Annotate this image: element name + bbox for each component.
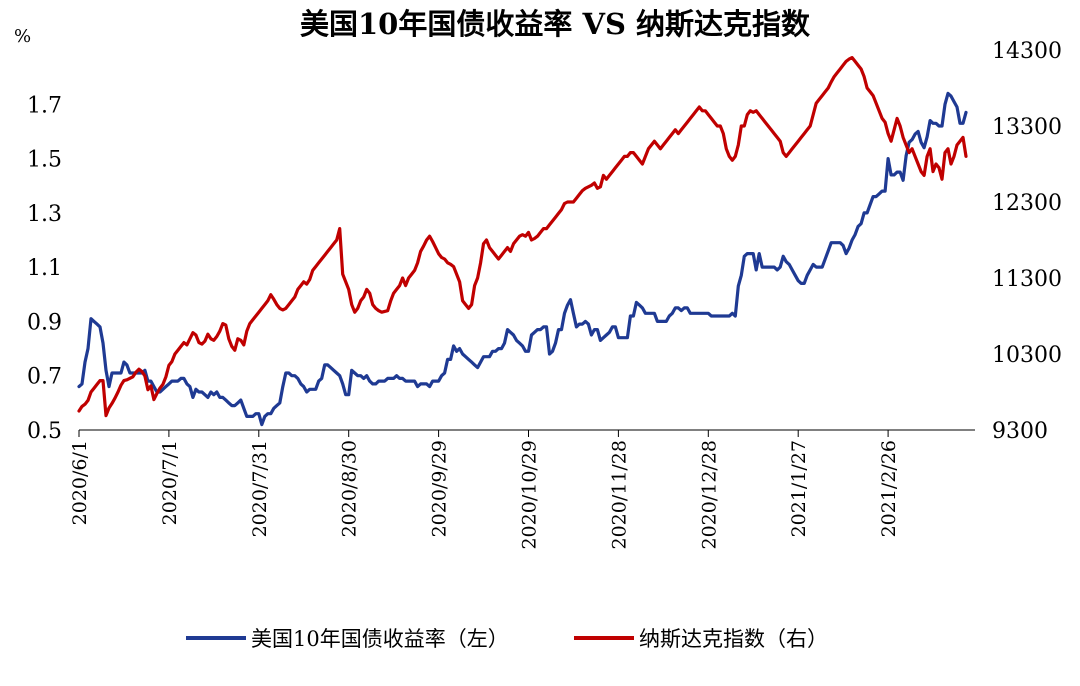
legend-item-nasdaq: 纳斯达克指数（右） bbox=[574, 627, 828, 651]
right-axis-ticks: 9300 10300 11300 12300 13300 14300 bbox=[992, 39, 1062, 444]
x-tick-label-4: 2020/9/29 bbox=[429, 440, 451, 537]
chart-title: 美国10年国债收益率 VS 纳斯达克指数 bbox=[300, 7, 811, 41]
left-tick-label-1.3: 1.3 bbox=[27, 202, 62, 227]
left-tick-label-0.9: 0.9 bbox=[27, 310, 62, 335]
x-tick-label-7: 2020/12/28 bbox=[698, 440, 720, 550]
right-tick-label-10300: 10300 bbox=[992, 343, 1062, 368]
left-tick-label-0.5: 0.5 bbox=[27, 419, 62, 444]
x-axis-ticks: 2020/6/1 2020/7/1 2020/7/31 2020/8/30 2020/9… bbox=[69, 430, 900, 550]
right-tick-label-14300: 14300 bbox=[992, 39, 1062, 64]
left-tick-label-1.1: 1.1 bbox=[27, 256, 62, 281]
x-tick-label-6: 2020/11/28 bbox=[608, 440, 630, 550]
left-tick-label-0.7: 0.7 bbox=[27, 365, 62, 390]
x-tick-label-9: 2021/2/26 bbox=[878, 440, 900, 537]
left-axis-ticks: 0.5 0.7 0.9 1.1 1.3 1.5 1.7 bbox=[27, 93, 62, 444]
x-tick-label-8: 2021/1/27 bbox=[788, 440, 810, 537]
x-tick-label-2: 2020/7/31 bbox=[249, 440, 271, 537]
left-tick-label-1.7: 1.7 bbox=[27, 93, 62, 118]
x-tick-label-0: 2020/6/1 bbox=[69, 440, 91, 525]
left-axis-unit: % bbox=[14, 26, 31, 47]
x-tick-label-1: 2020/7/1 bbox=[159, 440, 181, 525]
series-layer bbox=[77, 56, 968, 427]
legend: 美国10年国债收益率（左） 纳斯达克指数（右） bbox=[186, 627, 828, 651]
right-tick-label-9300: 9300 bbox=[992, 419, 1048, 444]
legend-label-yield: 美国10年国债收益率（左） bbox=[251, 627, 509, 651]
legend-item-yield: 美国10年国债收益率（左） bbox=[186, 627, 509, 651]
legend-label-nasdaq: 纳斯达克指数（右） bbox=[639, 627, 828, 651]
x-tick-label-5: 2020/10/29 bbox=[518, 440, 540, 550]
right-tick-label-12300: 12300 bbox=[992, 191, 1062, 216]
right-tick-label-11300: 11300 bbox=[992, 267, 1062, 292]
series-line-yield bbox=[77, 91, 968, 427]
series-line-nasdaq bbox=[77, 56, 968, 418]
left-tick-label-1.5: 1.5 bbox=[27, 148, 62, 173]
right-tick-label-13300: 13300 bbox=[992, 115, 1062, 140]
x-tick-label-3: 2020/8/30 bbox=[339, 440, 361, 537]
